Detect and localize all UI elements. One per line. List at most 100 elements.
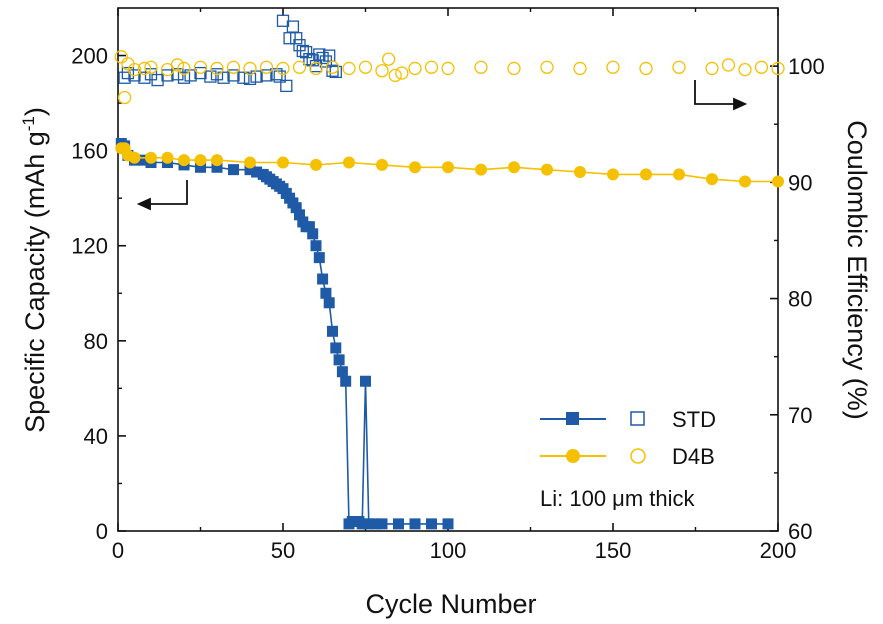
legend: STD D4B	[540, 407, 716, 469]
d4b-efficiency-point	[424, 60, 439, 74]
y-right-tick-label: 70	[788, 403, 812, 428]
std-capacity-point	[356, 518, 368, 530]
std-capacity-point	[426, 518, 437, 530]
std-capacity-point	[340, 375, 352, 387]
legend-std-label: STD	[672, 407, 716, 432]
std-capacity-point	[310, 240, 322, 252]
y-left-axis-title-main: Specific Capacity (mAh g	[20, 131, 50, 433]
std-efficiency-point	[151, 73, 164, 87]
std-efficiency-point	[217, 71, 230, 84]
d4b-efficiency-point	[193, 60, 208, 74]
std-capacity-point	[409, 518, 421, 530]
x-tick-label: 150	[595, 538, 632, 563]
y-right-tick-label: 60	[788, 519, 812, 544]
std-efficiency-point	[194, 66, 207, 80]
d4b-efficiency-point	[117, 90, 132, 105]
d4b-efficiency-point	[259, 60, 274, 74]
d4b-efficiency-point	[771, 61, 785, 76]
std-efficiency-point	[290, 32, 303, 45]
y-left-tick-label: 0	[96, 519, 108, 544]
std-capacity-point	[330, 342, 342, 354]
std-capacity-point	[313, 252, 325, 264]
d4b-efficiency-point	[137, 61, 152, 76]
d4b-capacity-point	[178, 154, 190, 167]
std-efficiency-point	[177, 71, 191, 84]
y-right-axis-title: Coulombic Efficiency (%)	[842, 120, 872, 420]
std-capacity-point	[360, 375, 371, 387]
std-capacity-point	[323, 297, 335, 309]
d4b-efficiency-point	[114, 50, 128, 64]
std-efficiency-point	[184, 69, 197, 82]
right-axis-arrowhead	[733, 97, 748, 111]
d4b-efficiency-point	[388, 68, 402, 83]
d4b-efficiency-point	[606, 60, 620, 74]
std-efficiency-point	[329, 65, 342, 79]
std-capacity-point	[303, 221, 315, 233]
std-efficiency-point	[299, 46, 313, 59]
std-capacity-point	[244, 164, 256, 176]
std-efficiency-point	[303, 52, 316, 66]
d4b-efficiency-point	[358, 60, 373, 74]
x-axis-title: Cycle Number	[365, 589, 536, 619]
d4b-efficiency-point	[639, 61, 653, 76]
d4b-efficiency-point	[276, 61, 290, 76]
d4b-capacity-point	[310, 158, 322, 171]
std-efficiency-point	[161, 69, 174, 82]
x-tick-label: 50	[271, 538, 295, 563]
y-left-tick-label: 200	[71, 44, 108, 69]
std-capacity-point	[195, 161, 206, 173]
std-capacity-point	[138, 154, 150, 166]
y-right-tick-label: 90	[788, 170, 812, 195]
d4b-capacity-point	[161, 151, 174, 164]
d4b-efficiency-point	[342, 61, 356, 76]
annotation-li-thickness: Li: 100 μm thick	[540, 486, 696, 511]
y-left-axis-title-sup: -1	[19, 116, 38, 131]
d4b-capacity-point	[541, 163, 553, 176]
std-capacity-point	[333, 354, 345, 366]
y-left-tick-label: 120	[71, 234, 108, 259]
std-efficiency-point	[250, 70, 263, 83]
y-left-tick-label: 80	[84, 329, 108, 354]
y-left-tick-label: 160	[71, 139, 108, 164]
d4b-efficiency-point	[210, 61, 224, 76]
d4b-efficiency-point	[573, 61, 587, 76]
d4b-efficiency-point	[474, 60, 488, 74]
y-right-tick-label: 80	[788, 287, 812, 312]
d4b-capacity-point	[145, 151, 157, 164]
std-capacity-point	[290, 202, 302, 214]
std-efficiency-point	[260, 69, 273, 82]
d4b-capacity-point	[508, 161, 520, 174]
d4b-efficiency-point	[441, 61, 455, 76]
legend-std-open-marker	[630, 411, 645, 426]
y-left-axis-title-close: )	[20, 107, 50, 116]
d4b-capacity-point	[772, 175, 784, 188]
std-efficiency-point	[118, 71, 131, 84]
d4b-efficiency-point	[177, 61, 191, 76]
d4b-capacity-point	[277, 156, 289, 169]
std-efficiency-point	[237, 71, 250, 84]
d4b-efficiency-point	[705, 61, 719, 76]
left-axis-arrow	[136, 180, 188, 211]
std-efficiency-series	[118, 14, 342, 93]
right-axis-arrow	[694, 80, 748, 111]
d4b-efficiency-point	[738, 62, 752, 77]
d4b-efficiency-point	[292, 60, 307, 74]
series-layer	[114, 14, 785, 530]
x-tick-label: 200	[760, 538, 797, 563]
d4b-capacity-point	[739, 175, 751, 188]
d4b-capacity-point	[442, 161, 454, 174]
d4b-efficiency-point	[395, 66, 409, 80]
std-capacity-point	[442, 518, 454, 530]
legend-d4b-label: D4B	[672, 444, 715, 469]
std-efficiency-point	[313, 48, 326, 61]
std-capacity-point	[294, 209, 305, 221]
std-efficiency-point	[204, 70, 217, 83]
std-capacity-point	[317, 273, 329, 285]
d4b-efficiency-point	[375, 64, 389, 78]
d4b-efficiency-point	[325, 60, 340, 74]
d4b-capacity-point	[673, 168, 685, 181]
std-capacity-point	[393, 518, 404, 530]
